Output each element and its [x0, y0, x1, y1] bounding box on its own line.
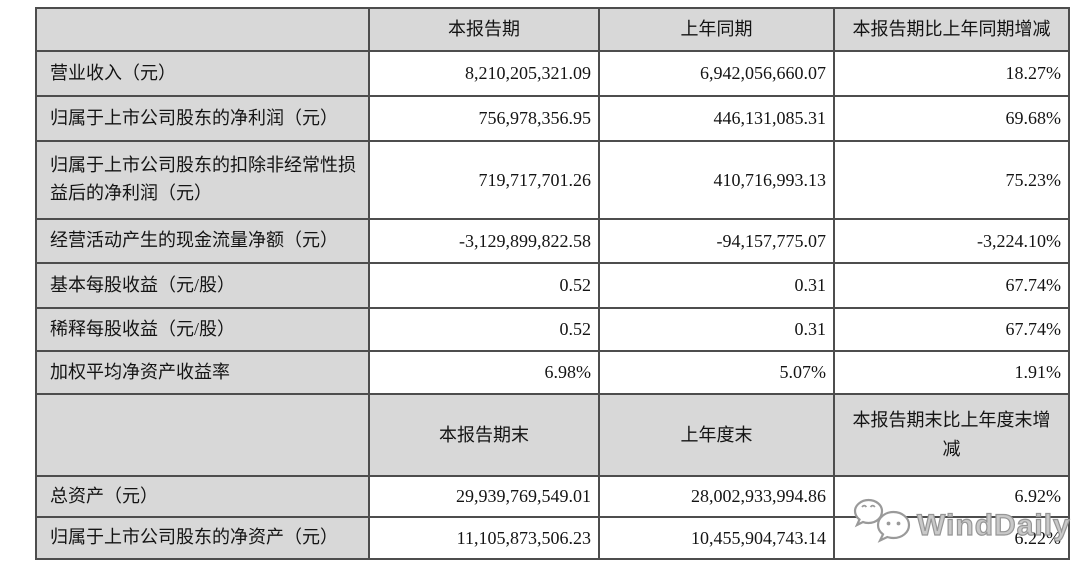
section1-header-empty-cell — [35, 7, 370, 52]
row-prior-value: 28,002,933,994.86 — [598, 475, 835, 518]
table-row-net-assets: 归属于上市公司股东的净资产（元） 11,105,873,506.23 10,45… — [35, 516, 1070, 560]
col-header-prior-period: 上年同期 — [598, 7, 835, 52]
table-row-net-profit-excl-nonrecurring: 归属于上市公司股东的扣除非经常性损益后的净利润（元） 719,717,701.2… — [35, 140, 1070, 220]
row-current-value: 6.98% — [368, 350, 600, 395]
row-prior-value: 0.31 — [598, 262, 835, 309]
row-prior-value: 446,131,085.31 — [598, 95, 835, 142]
row-prior-value: 410,716,993.13 — [598, 140, 835, 220]
row-current-value: 719,717,701.26 — [368, 140, 600, 220]
row-label: 归属于上市公司股东的扣除非经常性损益后的净利润（元） — [35, 140, 370, 220]
row-prior-value: 6,942,056,660.07 — [598, 50, 835, 97]
table-row-diluted-eps: 稀释每股收益（元/股） 0.52 0.31 67.74% — [35, 307, 1070, 352]
row-current-value: 0.52 — [368, 307, 600, 352]
col-header-period-end: 本报告期末 — [368, 393, 600, 477]
table-row-basic-eps: 基本每股收益（元/股） 0.52 0.31 67.74% — [35, 262, 1070, 309]
financial-summary-table: 本报告期 上年同期 本报告期比上年同期增减 营业收入（元） 8,210,205,… — [35, 7, 1070, 560]
row-change-value: 18.27% — [833, 50, 1070, 97]
row-change-value: 69.68% — [833, 95, 1070, 142]
row-prior-value: 0.31 — [598, 307, 835, 352]
row-change-value: 1.91% — [833, 350, 1070, 395]
col-header-current-period: 本报告期 — [368, 7, 600, 52]
row-prior-value: 10,455,904,743.14 — [598, 516, 835, 560]
row-current-value: 0.52 — [368, 262, 600, 309]
row-label: 稀释每股收益（元/股） — [35, 307, 370, 352]
section1-header-row: 本报告期 上年同期 本报告期比上年同期增减 — [35, 7, 1070, 52]
row-current-value: 11,105,873,506.23 — [368, 516, 600, 560]
row-label: 归属于上市公司股东的净资产（元） — [35, 516, 370, 560]
row-change-value: 75.23% — [833, 140, 1070, 220]
col-header-prior-year-end: 上年度末 — [598, 393, 835, 477]
row-current-value: 29,939,769,549.01 — [368, 475, 600, 518]
row-change-value: 67.74% — [833, 307, 1070, 352]
row-label: 总资产（元） — [35, 475, 370, 518]
row-label: 加权平均净资产收益率 — [35, 350, 370, 395]
section2-header-empty-cell — [35, 393, 370, 477]
row-change-value: 6.22% — [833, 516, 1070, 560]
row-current-value: 756,978,356.95 — [368, 95, 600, 142]
table-row-operating-cash-flow: 经营活动产生的现金流量净额（元） -3,129,899,822.58 -94,1… — [35, 218, 1070, 264]
row-label: 归属于上市公司股东的净利润（元） — [35, 95, 370, 142]
row-prior-value: -94,157,775.07 — [598, 218, 835, 264]
row-change-value: 67.74% — [833, 262, 1070, 309]
table-row-net-profit: 归属于上市公司股东的净利润（元） 756,978,356.95 446,131,… — [35, 95, 1070, 142]
row-current-value: 8,210,205,321.09 — [368, 50, 600, 97]
table-row-total-assets: 总资产（元） 29,939,769,549.01 28,002,933,994.… — [35, 475, 1070, 518]
row-prior-value: 5.07% — [598, 350, 835, 395]
row-label: 经营活动产生的现金流量净额（元） — [35, 218, 370, 264]
section2-header-row: 本报告期末 上年度末 本报告期末比上年度末增减 — [35, 393, 1070, 477]
col-header-period-change: 本报告期比上年同期增减 — [833, 7, 1070, 52]
row-current-value: -3,129,899,822.58 — [368, 218, 600, 264]
col-header-period-end-change: 本报告期末比上年度末增减 — [833, 393, 1070, 477]
table-row-weighted-avg-roe: 加权平均净资产收益率 6.98% 5.07% 1.91% — [35, 350, 1070, 395]
row-label: 营业收入（元） — [35, 50, 370, 97]
row-change-value: 6.92% — [833, 475, 1070, 518]
table-row-revenue: 营业收入（元） 8,210,205,321.09 6,942,056,660.0… — [35, 50, 1070, 97]
row-change-value: -3,224.10% — [833, 218, 1070, 264]
row-label: 基本每股收益（元/股） — [35, 262, 370, 309]
